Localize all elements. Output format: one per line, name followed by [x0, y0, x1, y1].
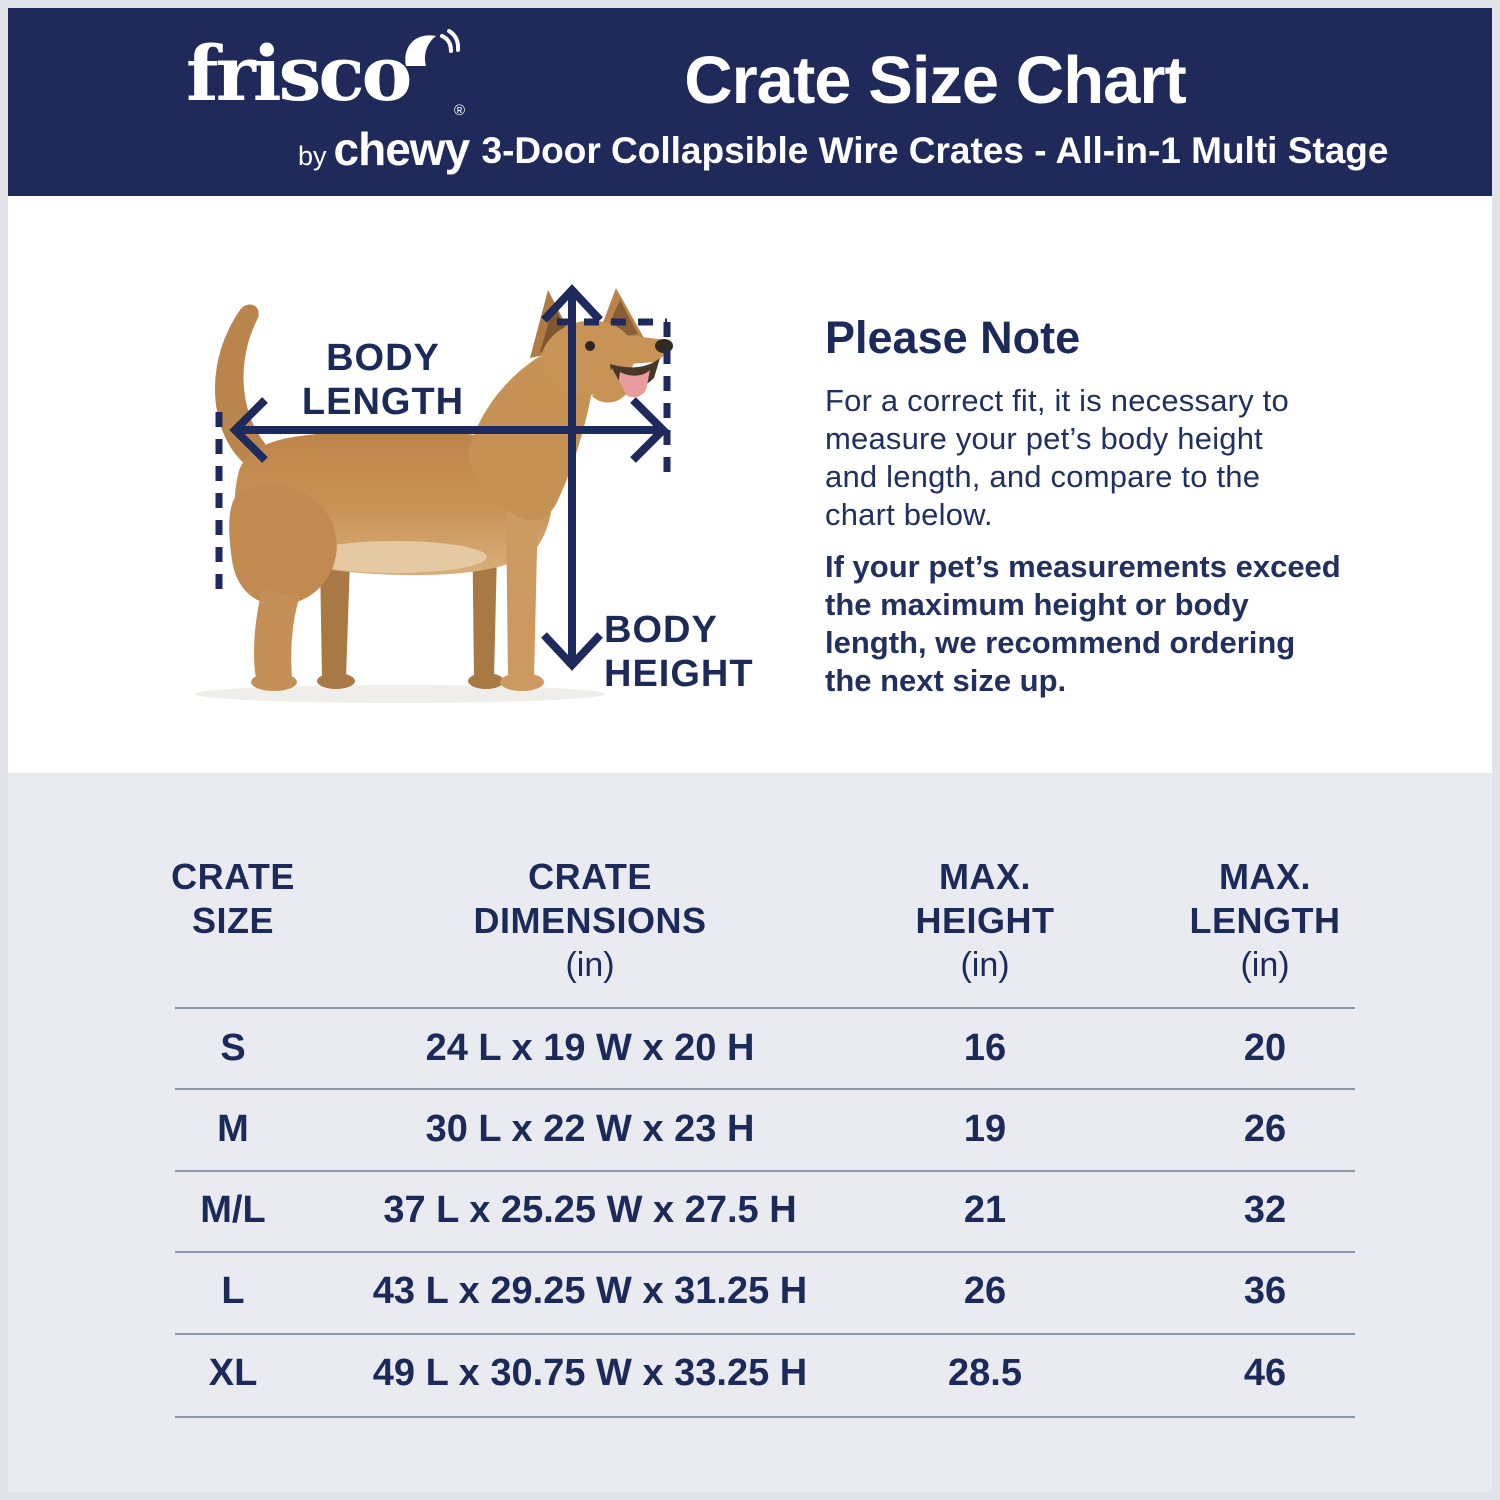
column-header-crate-dimensions: CRATE DIMENSIONS (in)	[473, 856, 707, 984]
body-height-label: BODY HEIGHT	[604, 609, 754, 695]
note-paragraph: For a correct fit, it is necessary to me…	[825, 383, 1289, 532]
table-divider	[175, 1416, 1355, 1418]
table-row: M/L 37 L x 25.25 W x 27.5 H 21 32	[200, 1189, 1287, 1231]
dog-illustration	[195, 284, 673, 703]
size-table-section: CRATE SIZE CRATE DIMENSIONS (in) MAX. HE…	[8, 773, 1492, 1492]
column-header-max-height: MAX. HEIGHT (in)	[915, 856, 1055, 984]
note-heading: Please Note	[825, 312, 1081, 363]
by-label: by	[298, 141, 327, 171]
body-height-arrow	[541, 284, 603, 671]
measurement-diagram-section: BODY LENGTH BODY HEIGHT Please Note For …	[8, 196, 1492, 773]
body-length-label: BODY LENGTH	[301, 337, 465, 423]
note-paragraph-bold: If your pet’s measurements exceed the ma…	[825, 549, 1341, 698]
table-row: XL 49 L x 30.75 W x 33.25 H 28.5 46	[208, 1352, 1287, 1394]
header-band: frisco ® by chewy Crate Size Chart 3-Doo…	[8, 8, 1492, 196]
column-header-crate-size: CRATE SIZE	[171, 856, 295, 941]
table-row: M 30 L x 22 W x 23 H 19 26	[217, 1108, 1287, 1150]
body-length-arrow	[229, 397, 669, 463]
page-title: Crate Size Chart	[684, 43, 1187, 118]
chewy-label: chewy	[333, 123, 471, 175]
table-divider	[175, 1251, 1355, 1253]
table-divider	[175, 1007, 1355, 1009]
registered-mark: ®	[454, 102, 466, 119]
guide-dashes	[215, 318, 671, 592]
table-row: L 43 L x 29.25 W x 31.25 H 26 36	[221, 1270, 1287, 1312]
dog-body	[195, 304, 605, 703]
frisco-logo: frisco	[186, 29, 412, 118]
table-row: S 24 L x 19 W x 20 H 16 20	[220, 1027, 1287, 1069]
table-divider	[175, 1170, 1355, 1172]
page-subtitle: 3-Door Collapsible Wire Crates - All-in-…	[481, 130, 1389, 171]
by-chewy-logo: by chewy	[298, 122, 471, 176]
logo-tail-icon	[405, 29, 460, 66]
table-divider	[175, 1088, 1355, 1090]
column-header-max-length: MAX. LENGTH (in)	[1189, 856, 1341, 984]
table-divider	[175, 1333, 1355, 1335]
